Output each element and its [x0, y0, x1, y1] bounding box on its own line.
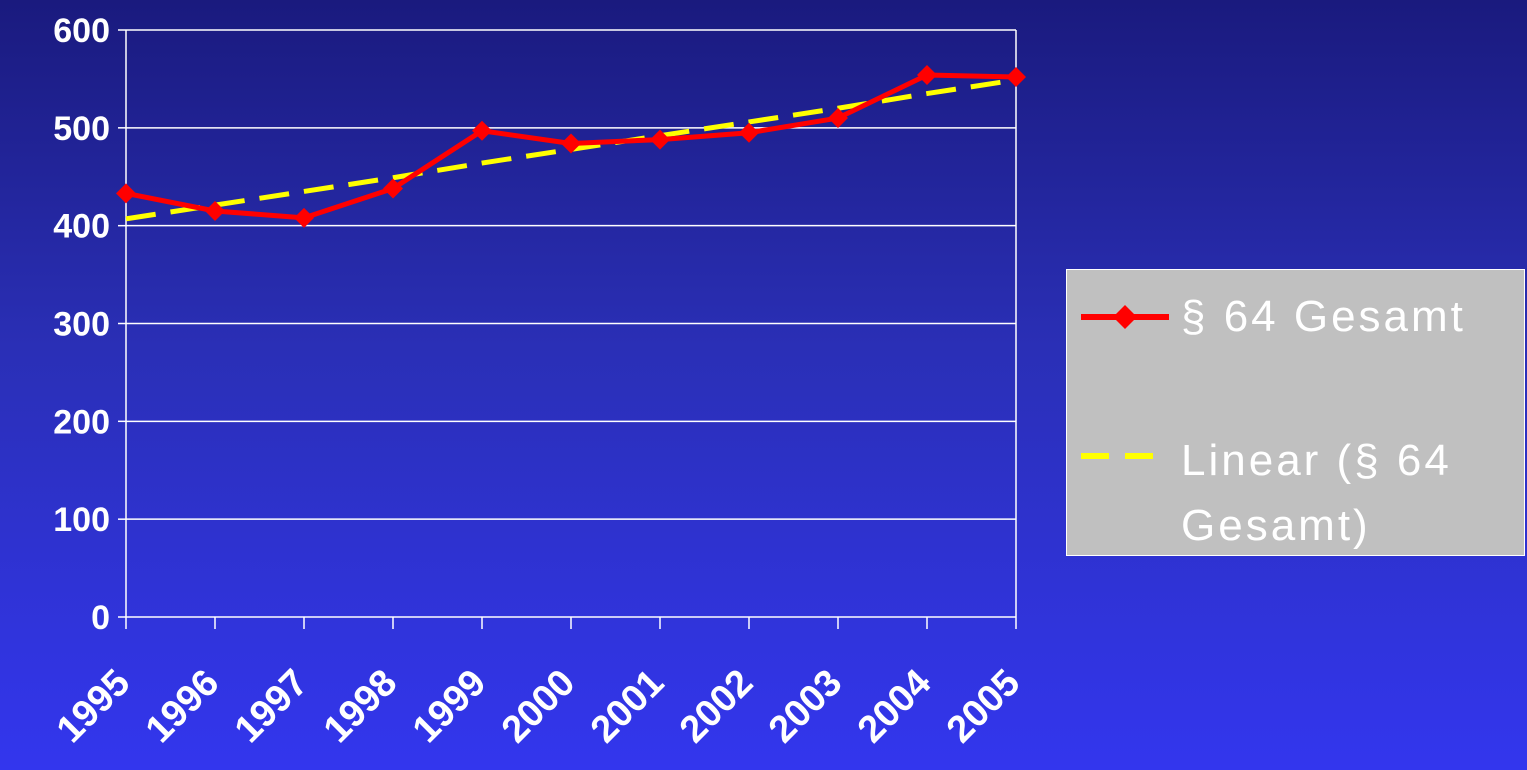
x-tick-label-1997: 1997	[227, 662, 316, 751]
x-tick-label-1998: 1998	[316, 662, 405, 751]
x-tick-label-1996: 1996	[138, 662, 227, 751]
x-tick-label-2002: 2002	[672, 662, 761, 751]
data-point-2004	[917, 65, 937, 86]
y-tick-label-0: 0	[91, 599, 110, 637]
legend-marker-gesamt-icon	[1081, 305, 1169, 329]
data-point-2000	[561, 133, 581, 154]
main-series	[116, 65, 1026, 228]
data-point-1998	[383, 178, 403, 199]
line-chart: 0 100 200 300 400 500 600 1995 1996 1997 1998 1999…	[49, 12, 1028, 751]
axes	[118, 29, 1017, 629]
data-point-1997	[294, 207, 314, 228]
data-point-2005	[1006, 66, 1026, 87]
data-point-1999	[472, 120, 492, 141]
chart-legend: § 64 Gesamt Linear (§ 64 Gesamt)	[1066, 269, 1525, 556]
data-point-1995	[116, 183, 136, 204]
y-tick-label-100: 100	[53, 501, 110, 539]
x-tick-label-2005: 2005	[939, 662, 1028, 751]
y-tick-label-600: 600	[53, 12, 110, 50]
gridlines	[126, 29, 1016, 520]
legend-label-linear: Linear (§ 64 Gesamt)	[1181, 436, 1452, 550]
y-tick-label-500: 500	[53, 110, 110, 148]
data-point-2003	[828, 108, 848, 129]
x-tick-label-1995: 1995	[49, 662, 138, 751]
y-tick-label-400: 400	[53, 208, 110, 246]
x-tick-label-2004: 2004	[850, 662, 939, 751]
y-tick-label-200: 200	[53, 403, 110, 441]
x-tick-label-2003: 2003	[761, 662, 850, 751]
legend-entry-linear: Linear (§ 64 Gesamt)	[1079, 436, 1511, 558]
x-tick-label-2000: 2000	[494, 662, 583, 751]
legend-dashed-line-icon	[1081, 453, 1169, 459]
legend-label-gesamt: § 64 Gesamt	[1181, 292, 1466, 341]
data-point-2001	[650, 129, 670, 150]
legend-entry-gesamt: § 64 Gesamt	[1079, 292, 1511, 349]
data-point-2002	[739, 122, 759, 143]
x-tick-label-1999: 1999	[405, 662, 494, 751]
x-tick-labels: 1995 1996 1997 1998 1999 2000 2001 2002 2003 2004…	[49, 662, 1028, 751]
x-tick-label-2001: 2001	[583, 662, 672, 751]
y-tick-label-300: 300	[53, 306, 110, 344]
y-tick-labels: 0 100 200 300 400 500 600	[53, 12, 110, 637]
data-point-1996	[205, 200, 225, 221]
